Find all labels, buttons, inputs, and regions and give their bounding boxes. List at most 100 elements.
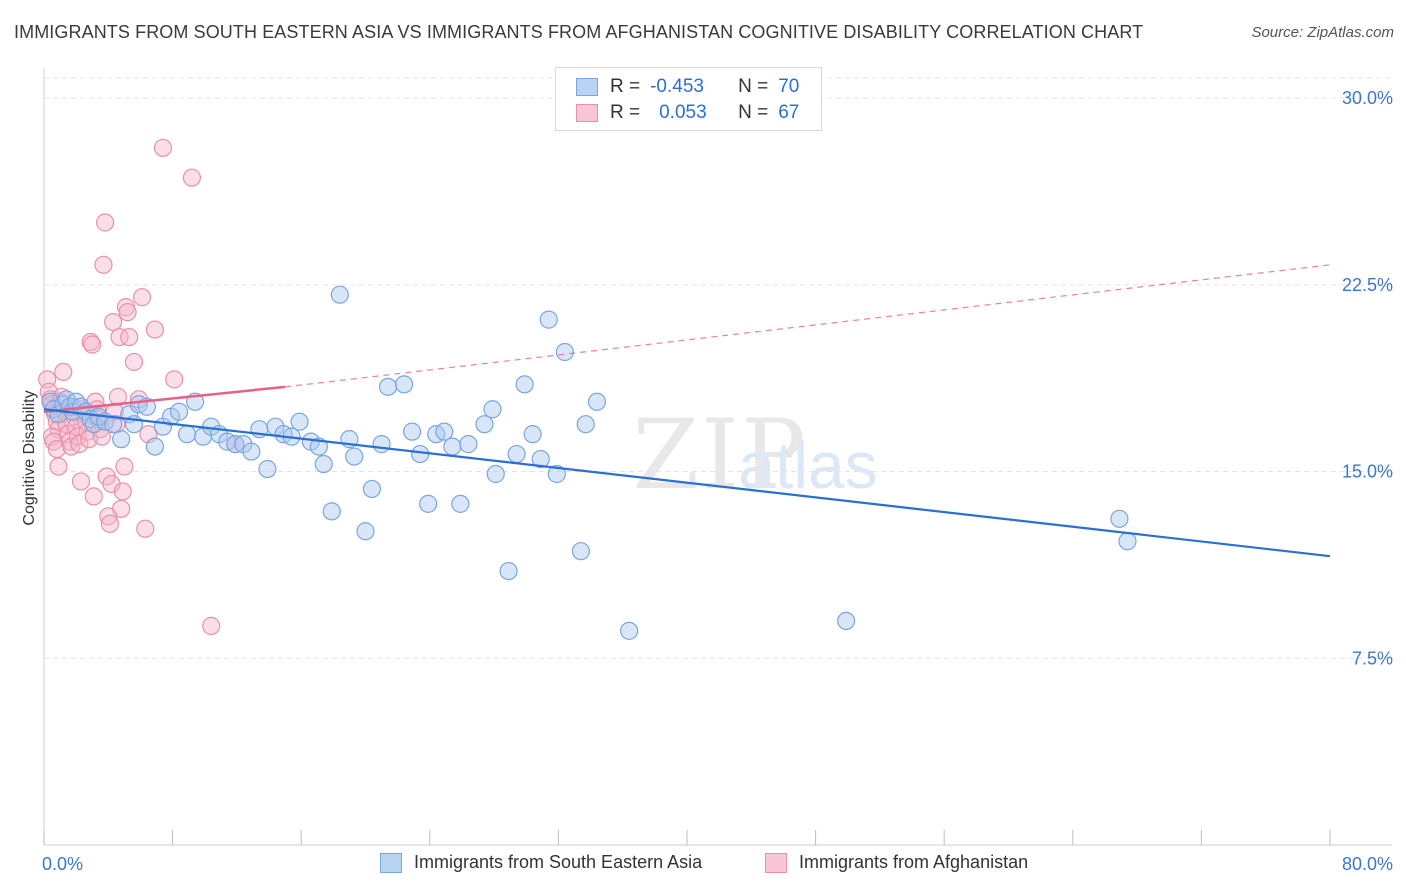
- south-eastern-asia-point: [330, 285, 349, 304]
- afghanistan-point: [113, 482, 132, 501]
- south-eastern-asia-point: [372, 435, 391, 454]
- afghanistan-point: [153, 138, 173, 157]
- afghanistan-point: [68, 427, 87, 446]
- south-eastern-asia-point: [539, 310, 558, 329]
- x-tick-label: 80.0%: [1342, 854, 1393, 874]
- south-eastern-asia-point: [356, 522, 375, 541]
- south-eastern-asia-point: [515, 375, 534, 394]
- afghanistan-point: [71, 472, 91, 491]
- axes: [43, 68, 1392, 846]
- chart-title: IMMIGRANTS FROM SOUTH EASTERN ASIA VS IM…: [14, 22, 1144, 42]
- legend-r-value: 0.053: [659, 102, 707, 123]
- afghanistan-point: [165, 370, 184, 389]
- afghanistan-point: [124, 352, 144, 372]
- south-eastern-asia-point: [547, 464, 566, 484]
- south-eastern-asia-point: [587, 392, 607, 411]
- trendlines: [43, 264, 1331, 558]
- south-eastern-asia-point: [459, 435, 478, 454]
- south-eastern-asia-point: [576, 415, 595, 434]
- south-eastern-asia-point: [571, 542, 591, 561]
- south-eastern-asia-point: [290, 412, 309, 431]
- south-eastern-asia-point: [411, 444, 430, 464]
- legend-n-value: 67: [778, 102, 800, 123]
- legend-series-label: Immigrants from Afghanistan: [799, 852, 1029, 872]
- afghanistan-point: [110, 327, 129, 347]
- afghanistan-point: [54, 362, 73, 381]
- south-eastern-asia-point: [104, 415, 123, 434]
- south-eastern-asia-point: [620, 621, 639, 640]
- south-eastern-asia-point: [507, 444, 526, 464]
- x-tick-label: 0.0%: [42, 854, 83, 874]
- source-label: Source: ZipAtlas.com: [1251, 24, 1394, 41]
- y-tick-label: 22.5%: [1342, 275, 1393, 295]
- south-eastern-asia-point: [435, 422, 454, 441]
- y-tick-label: 30.0%: [1342, 88, 1393, 108]
- afghanistan-trendline: [43, 385, 286, 413]
- watermark-atlas: atlas: [738, 428, 877, 502]
- afghanistan-point: [95, 213, 115, 232]
- legend-n-label: N =: [738, 102, 769, 123]
- south-eastern-asia-point: [258, 459, 277, 479]
- south-eastern-asia-point: [177, 425, 197, 444]
- south-eastern-asia-point: [419, 494, 438, 513]
- legend-r-value: -0.453: [650, 76, 704, 97]
- south-eastern-asia-point: [169, 402, 189, 421]
- afghanistan-point: [132, 288, 152, 307]
- south-eastern-asia-point: [378, 377, 398, 396]
- south-eastern-asia-point: [112, 430, 131, 449]
- south-eastern-asia-point: [483, 400, 502, 419]
- legend-series-label: Immigrants from South Eastern Asia: [414, 852, 703, 872]
- south-eastern-asia-point: [345, 447, 364, 466]
- south-eastern-asia-point: [1110, 509, 1129, 528]
- legend-item-south-eastern-asia: Immigrants from South Eastern Asia: [380, 852, 702, 873]
- south-eastern-asia-point: [67, 392, 86, 411]
- tick-labels: 7.5% 15.0% 22.5% 30.0% 0.0% 80.0%: [42, 88, 1393, 874]
- south-eastern-asia-point: [309, 437, 328, 456]
- legend-row-blue: R = -0.453 N = 70: [576, 74, 799, 100]
- south-eastern-asia-point: [486, 464, 505, 484]
- afghanistan-points: [38, 138, 245, 635]
- y-axis-label: Cognitive Disability: [21, 390, 38, 525]
- south-eastern-asia-point: [451, 494, 470, 513]
- legend-r-label: R =: [610, 102, 641, 123]
- south-eastern-asia-points: [41, 285, 1137, 640]
- south-eastern-asia-point: [531, 449, 550, 469]
- afghanistan-point: [136, 519, 155, 538]
- legend-row-pink: R = 0.053 N = 67: [576, 100, 799, 126]
- afghanistan-point: [145, 320, 165, 339]
- y-tick-label: 15.0%: [1342, 462, 1393, 482]
- afghanistan-point: [104, 313, 123, 332]
- correlation-legend: R = -0.453 N = 70 R = 0.053 N = 67: [555, 67, 822, 131]
- south-eastern-asia-trendline: [43, 408, 1331, 558]
- afghanistan-point: [84, 487, 103, 506]
- south-eastern-asia-point: [145, 437, 165, 456]
- south-eastern-asia-point: [322, 502, 341, 521]
- afghanistan-point: [115, 457, 134, 476]
- south-eastern-asia-point: [523, 425, 542, 444]
- afghanistan-point: [83, 335, 102, 354]
- afghanistan-point: [118, 303, 137, 322]
- south-eastern-asia-point: [1118, 532, 1137, 551]
- south-eastern-asia-point: [443, 437, 462, 456]
- south-eastern-asia-point: [475, 415, 494, 434]
- legend-swatch-blue: [576, 78, 598, 96]
- south-eastern-asia-point: [242, 442, 261, 461]
- afghanistan-point: [120, 327, 139, 347]
- south-eastern-asia-point: [362, 479, 382, 499]
- afghanistan-point: [202, 616, 221, 635]
- legend-swatch-pink: [765, 852, 787, 873]
- series-legend: Immigrants from South Eastern Asia Immig…: [0, 852, 1406, 878]
- south-eastern-asia-point: [499, 561, 518, 581]
- gridlines: [44, 77, 1392, 659]
- south-eastern-asia-point: [314, 454, 333, 474]
- y-tick-label: 7.5%: [1352, 648, 1393, 668]
- legend-swatch-pink: [576, 104, 598, 122]
- legend-swatch-blue: [380, 852, 402, 873]
- afghanistan-point: [94, 255, 113, 274]
- afghanistan-point: [112, 499, 131, 518]
- legend-r-label: R =: [610, 76, 641, 97]
- afghanistan-point: [182, 168, 201, 187]
- afghanistan-trend-extension: [285, 264, 1331, 388]
- afghanistan-point: [100, 514, 120, 533]
